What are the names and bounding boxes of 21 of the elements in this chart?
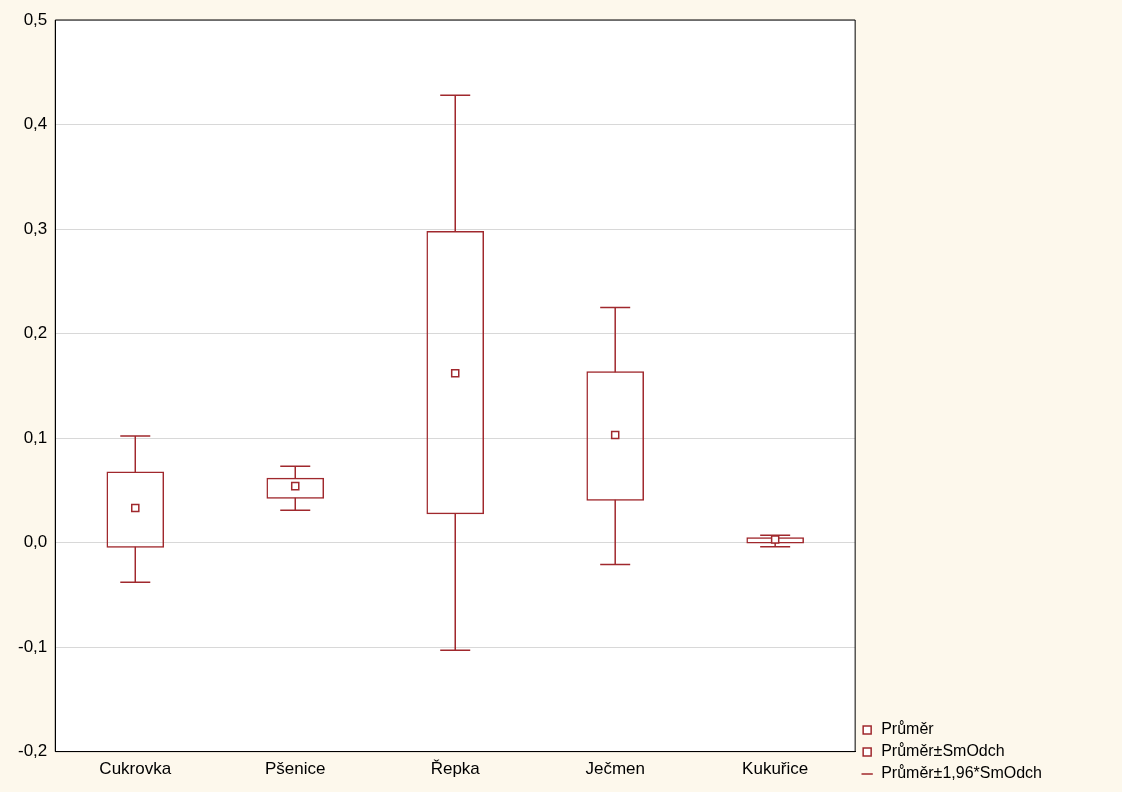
y-tick-label: -0,2 — [18, 741, 48, 761]
point — [130, 503, 140, 513]
y-tick-label: 0,0 — [23, 532, 48, 552]
x-tick-label: Řepka — [430, 759, 481, 779]
y-tick-label: 0,4 — [23, 114, 48, 134]
point — [610, 430, 620, 440]
y-tick-label: 0,1 — [23, 427, 48, 447]
y-tick-label: 0,5 — [23, 9, 48, 29]
x-tick-label: Pšenice — [265, 759, 326, 779]
legend-label: Průměr±SmOdch — [881, 742, 1005, 760]
x-tick-label: Ječmen — [585, 759, 645, 779]
text: Průměr±1,96*SmOdch — [881, 764, 1042, 782]
point — [290, 481, 300, 491]
y-tick-label: 0,3 — [23, 218, 48, 238]
y-tick-label: 0,2 — [23, 323, 48, 343]
legend-label: Průměr — [881, 720, 935, 738]
x-tick-label: Cukrovka — [99, 759, 172, 779]
x-tick-label: Kukuřice — [742, 759, 809, 779]
point — [770, 535, 780, 544]
point — [450, 368, 460, 378]
y-tick-label: -0,1 — [18, 636, 48, 656]
